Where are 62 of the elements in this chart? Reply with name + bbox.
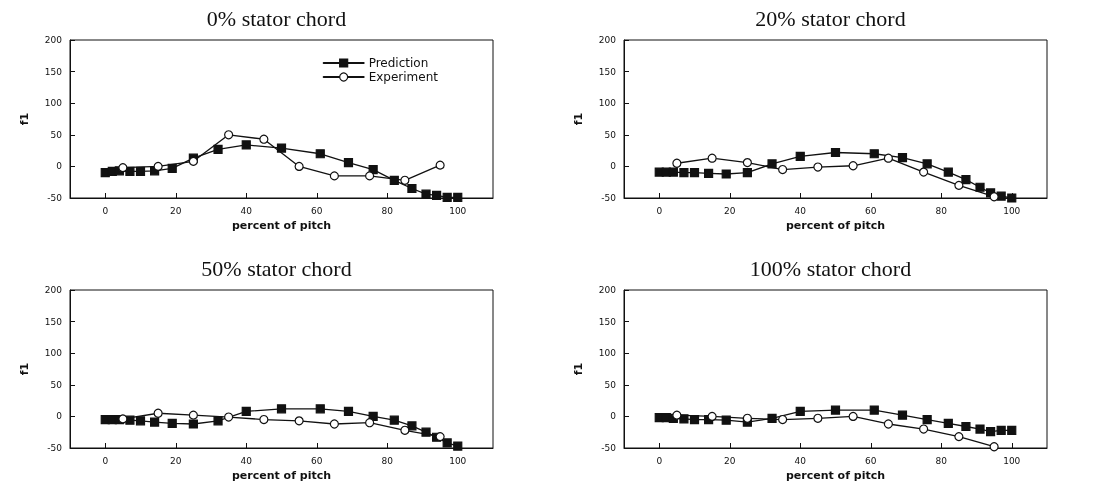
y-axis-title: f1 <box>571 112 585 126</box>
y-tick-label: 100 <box>44 98 63 109</box>
x-tick-label: 20 <box>723 205 736 216</box>
y-tick-label: -50 <box>600 193 616 203</box>
y-tick-label: 0 <box>609 411 616 422</box>
y-tick-label: -50 <box>47 193 63 203</box>
x-axis-title: percent of pitch <box>785 219 885 232</box>
x-axis-title: percent of pitch <box>785 469 885 482</box>
x-tick-label: 80 <box>935 455 947 466</box>
x-tick-label: 40 <box>240 455 253 466</box>
x-tick-label: 80 <box>381 455 394 466</box>
y-tick-label: -50 <box>47 443 63 453</box>
legend-label: Prediction <box>368 56 429 70</box>
x-tick-label: 80 <box>381 205 394 216</box>
y-tick-label: 100 <box>598 98 616 109</box>
y-tick-label: 150 <box>598 66 616 77</box>
y-tick-label: 100 <box>598 348 616 359</box>
y-tick-label: 200 <box>598 285 616 295</box>
chart-title: 20% stator chord <box>754 5 906 31</box>
y-tick-label: 50 <box>50 129 63 140</box>
x-tick-label: 0 <box>102 205 109 216</box>
x-tick-label: 100 <box>449 205 467 216</box>
x-tick-label: 60 <box>311 455 323 466</box>
y-tick-label: 150 <box>598 316 616 327</box>
y-tick-label: 200 <box>44 285 63 295</box>
y-tick-label: 0 <box>56 411 63 422</box>
x-tick-label: 0 <box>655 205 662 216</box>
x-tick-label: 100 <box>1002 455 1021 466</box>
x-tick-label: 100 <box>449 455 467 466</box>
x-tick-label: 20 <box>170 205 182 216</box>
y-tick-label: 200 <box>598 35 616 45</box>
x-tick-label: 80 <box>935 205 947 216</box>
y-axis-title: f1 <box>18 112 31 126</box>
chart-title: 100% stator chord <box>749 255 911 281</box>
y-tick-label: -50 <box>600 443 616 453</box>
x-tick-label: 0 <box>655 455 662 466</box>
x-tick-label: 60 <box>864 205 877 216</box>
x-tick-label: 20 <box>170 455 182 466</box>
x-tick-label: 40 <box>794 455 806 466</box>
y-tick-label: 50 <box>50 379 63 390</box>
y-tick-label: 50 <box>604 379 616 390</box>
x-tick-label: 60 <box>311 205 323 216</box>
chart-title: 0% stator chord <box>206 5 347 31</box>
x-tick-label: 60 <box>864 455 877 466</box>
x-tick-label: 40 <box>240 205 253 216</box>
x-tick-label: 100 <box>1002 205 1021 216</box>
y-tick-label: 0 <box>56 161 63 172</box>
y-tick-label: 50 <box>604 129 616 140</box>
y-tick-label: 100 <box>44 348 63 359</box>
x-axis-title: percent of pitch <box>231 219 332 232</box>
legend-label: Experiment <box>368 70 439 84</box>
y-tick-label: 150 <box>44 66 63 77</box>
x-axis-title: percent of pitch <box>231 469 332 482</box>
x-tick-label: 0 <box>102 455 109 466</box>
y-axis-title: f1 <box>18 362 31 376</box>
y-tick-label: 150 <box>44 316 63 327</box>
y-axis-title: f1 <box>571 362 585 376</box>
x-tick-label: 40 <box>794 205 806 216</box>
y-tick-label: 200 <box>44 35 63 45</box>
chart-title: 50% stator chord <box>201 255 352 281</box>
x-tick-label: 20 <box>723 455 736 466</box>
y-tick-label: 0 <box>609 161 616 172</box>
